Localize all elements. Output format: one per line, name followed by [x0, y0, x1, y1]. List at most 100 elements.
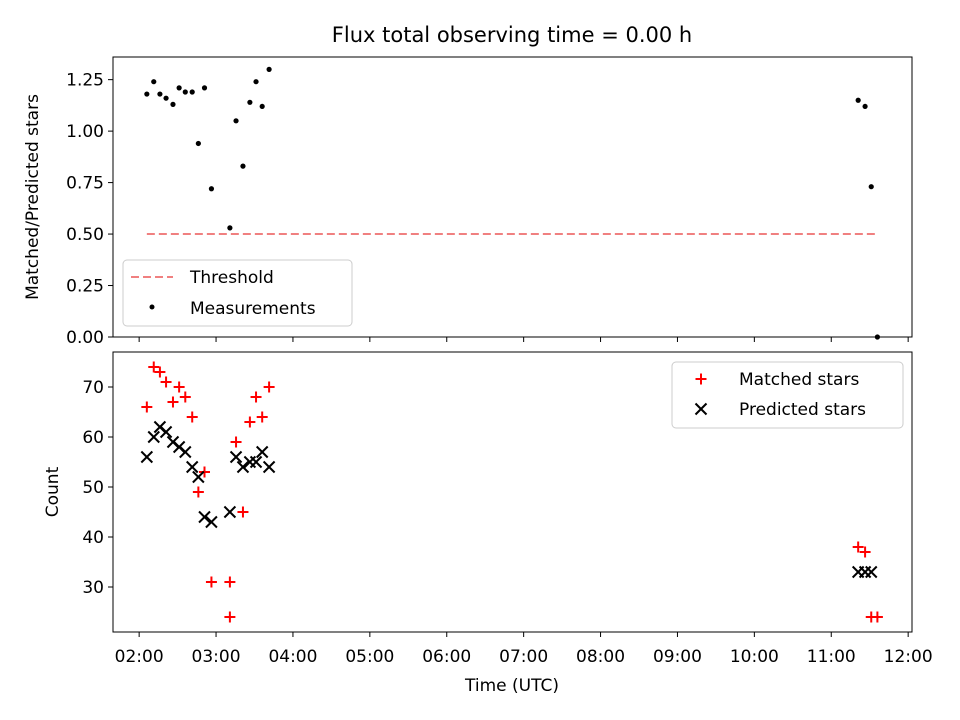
measurement-point — [144, 91, 150, 97]
predicted-star-point — [865, 565, 878, 579]
measurement-point — [182, 89, 188, 95]
top-axes-frame — [112, 56, 913, 338]
measurement-point — [176, 85, 182, 91]
measurement-point — [170, 101, 176, 107]
top-y-tick-label: 0.50 — [66, 225, 104, 245]
matched-star-point — [237, 506, 249, 518]
matched-star-point — [199, 466, 211, 478]
x-tick-label: 07:00 — [499, 647, 548, 667]
bottom-axes-frame — [112, 351, 913, 633]
top-y-tick-label: 0.25 — [66, 277, 104, 297]
legend-measurements-label: Measurements — [190, 299, 316, 319]
matched-star-point — [148, 361, 160, 373]
matched-star-point — [250, 391, 262, 403]
predicted-star-point — [198, 510, 211, 524]
predicted-star-point — [255, 445, 269, 459]
predicted-star-point — [140, 450, 154, 464]
matched-star-point — [179, 391, 191, 403]
matched-star-point — [173, 381, 185, 393]
measurement-point — [247, 99, 253, 105]
top-y-axis-label: Matched/Predicted stars — [23, 94, 43, 300]
matched-star-point — [205, 576, 217, 588]
legend-matched-marker — [695, 373, 707, 385]
predicted-star-point — [236, 460, 250, 474]
predicted-star-point — [186, 460, 199, 474]
matched-star-point — [224, 611, 236, 623]
legend-predicted-marker — [694, 402, 708, 416]
matched-star-point — [859, 546, 871, 558]
measurement-point — [259, 103, 265, 110]
measurement-point — [208, 186, 215, 192]
bottom-y-tick-label: 50 — [82, 478, 104, 498]
x-tick-label: 06:00 — [422, 647, 471, 667]
matched-star-point — [154, 366, 166, 378]
top-plot-area — [144, 66, 880, 340]
matched-star-point — [141, 401, 153, 413]
measurement-point — [862, 103, 868, 110]
legend-matched-swatch — [695, 373, 707, 385]
top-legend-box — [122, 259, 353, 327]
matched-star-point — [244, 416, 256, 428]
bottom-y-tick-label: 40 — [82, 528, 104, 548]
predicted-star-point — [179, 445, 192, 459]
matched-star-point — [230, 436, 242, 448]
x-tick-label: 02:00 — [115, 647, 164, 667]
matched-star-point — [256, 411, 268, 423]
matched-star-point — [192, 486, 204, 498]
x-tick-label: 03:00 — [192, 647, 241, 667]
bottom-y-tick-label: 70 — [82, 378, 104, 398]
x-tick-label: 08:00 — [576, 647, 625, 667]
predicted-star-point — [262, 460, 276, 474]
predicted-star-point — [205, 515, 218, 529]
measurement-point — [240, 163, 246, 169]
matched-star-point — [852, 541, 864, 553]
matched-star-point — [160, 376, 172, 388]
x-axis-label: Time (UTC) — [464, 676, 559, 696]
bottom-legend-box — [671, 361, 904, 429]
bottom-y-tick-label: 30 — [82, 578, 104, 598]
x-tick-label: 10:00 — [730, 647, 779, 667]
top-y-tick-label: 0.75 — [66, 174, 104, 194]
measurement-point — [266, 66, 272, 72]
measurement-point — [157, 91, 163, 97]
matched-star-point — [186, 411, 198, 423]
measurement-point — [253, 79, 259, 85]
predicted-star-point — [249, 455, 263, 469]
bottom-plot-area — [140, 361, 883, 623]
bottom-legend: Matched stars Predicted stars — [671, 361, 904, 429]
x-tick-label: 05:00 — [345, 647, 394, 667]
predicted-star-point — [192, 470, 205, 484]
predicted-star-point — [159, 425, 173, 439]
x-tick-label: 09:00 — [653, 647, 702, 667]
predicted-star-point — [223, 505, 237, 519]
legend-predicted-label: Predicted stars — [739, 400, 866, 420]
top-y-tick-label: 1.00 — [66, 122, 104, 142]
measurement-point — [189, 89, 195, 95]
measurement-point — [227, 225, 233, 231]
measurement-point — [233, 118, 239, 124]
legend-measurements-swatch — [149, 304, 155, 310]
bottom-y-tick-label: 60 — [82, 428, 104, 448]
top-y-tick-label: 1.25 — [66, 71, 104, 91]
measurement-point — [163, 95, 169, 101]
measurement-point — [201, 85, 208, 91]
x-tick-label: 04:00 — [268, 647, 317, 667]
legend-matched-label: Matched stars — [739, 370, 859, 390]
measurement-point — [855, 97, 861, 103]
matched-star-point — [167, 396, 179, 408]
legend-threshold-label: Threshold — [189, 268, 274, 288]
matched-star-point — [263, 381, 275, 393]
measurement-point — [151, 79, 157, 85]
predicted-star-point — [229, 450, 243, 464]
measurement-point — [868, 184, 874, 190]
predicted-star-point — [147, 430, 160, 444]
x-tick-label: 12:00 — [884, 647, 933, 667]
x-tick-label: 11:00 — [807, 647, 856, 667]
matched-star-point — [224, 576, 236, 588]
bottom-y-axis-label: Count — [43, 466, 63, 517]
legend-predicted-swatch — [694, 402, 708, 416]
top-y-tick-label: 0.00 — [66, 328, 104, 348]
top-legend: Threshold Measurements — [122, 259, 353, 327]
